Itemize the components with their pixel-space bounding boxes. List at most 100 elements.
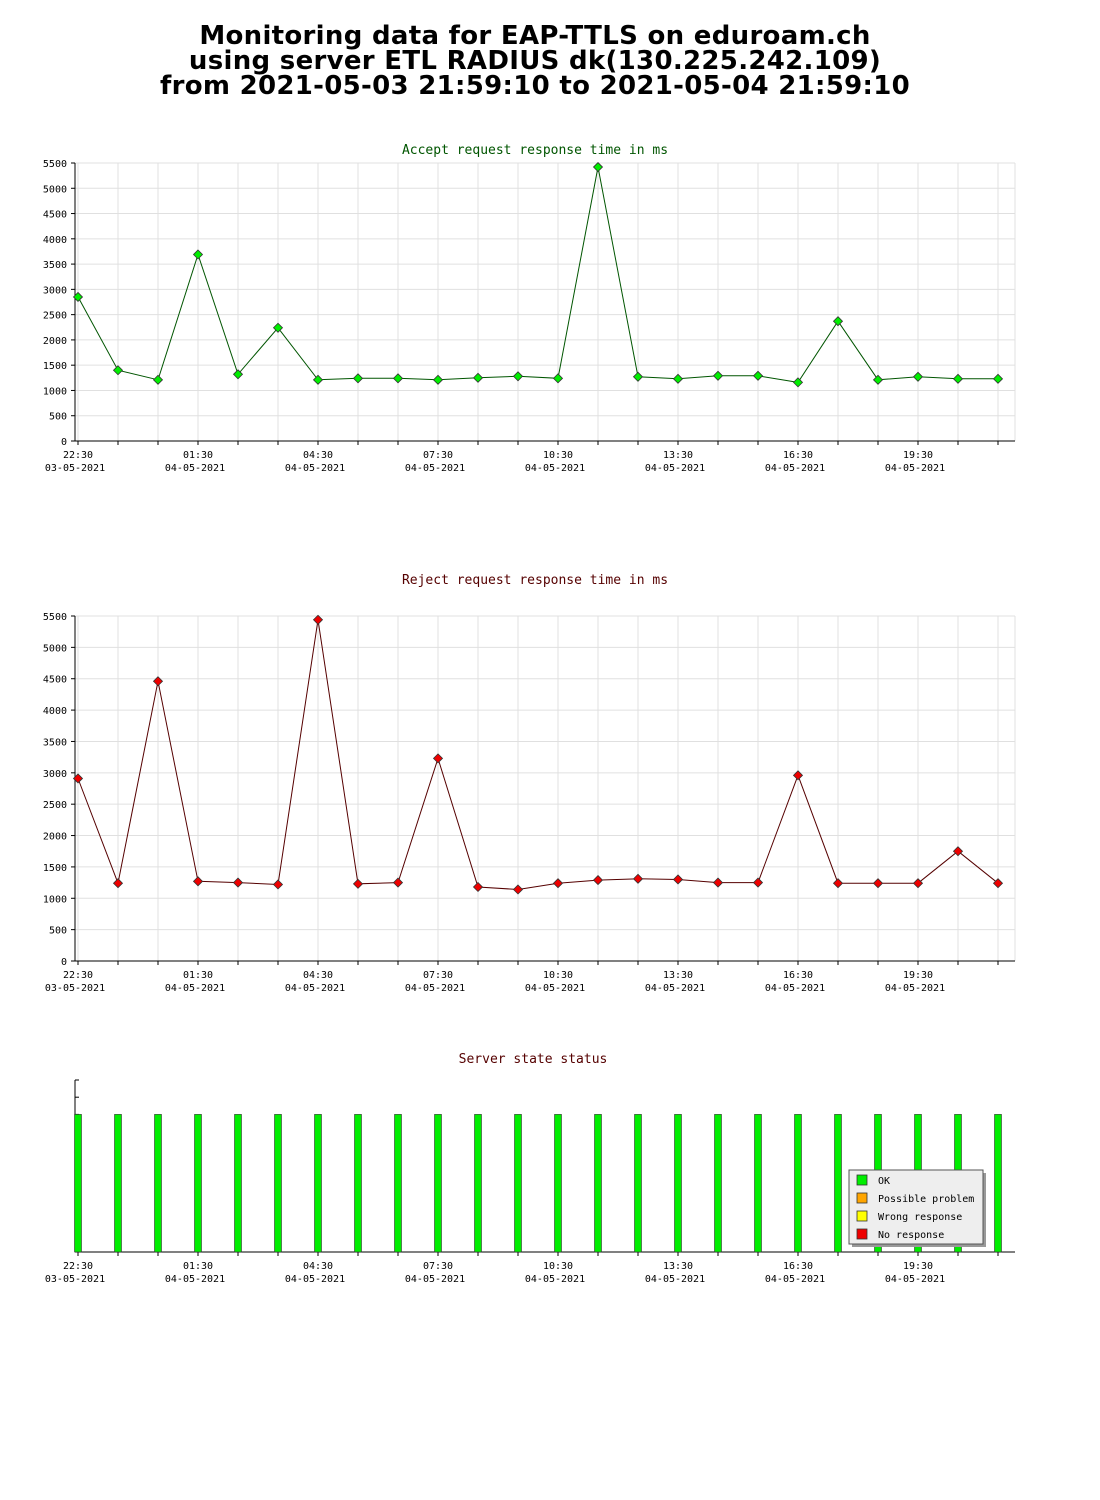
reject-data-point	[152, 676, 164, 687]
legend-label: Possible problem	[878, 1194, 974, 1205]
accept-data-point	[112, 365, 124, 376]
status-x-tick-time: 04:30	[303, 1261, 333, 1272]
status-bar	[434, 1114, 442, 1253]
status-bar	[514, 1114, 522, 1253]
legend-label: No response	[878, 1230, 944, 1241]
accept-x-tick-time: 01:30	[183, 450, 213, 461]
status-x-tick-time: 22:30	[63, 1261, 93, 1272]
status-bar	[154, 1114, 162, 1253]
title-line-2: using server ETL RADIUS dk(130.225.242.1…	[188, 46, 882, 76]
status-x-tick-time: 10:30	[543, 1261, 573, 1272]
accept-response-chart: Accept request response time in ms 0 500 10…	[43, 143, 1016, 474]
accept-x-tick-time: 22:30	[63, 450, 93, 461]
accept-data-point	[992, 373, 1004, 384]
accept-x-tick-date: 04-05-2021	[405, 463, 465, 474]
status-x-tick-date: 04-05-2021	[645, 1274, 705, 1285]
reject-x-tick-date: 04-05-2021	[285, 983, 345, 994]
status-bar	[794, 1114, 802, 1253]
accept-y-tick-label: 4000	[43, 235, 67, 246]
accept-data-point	[152, 374, 164, 385]
reject-x-tick-time: 01:30	[183, 970, 213, 981]
reject-y-tick-label: 5500	[43, 612, 67, 623]
status-x-tick-date: 04-05-2021	[165, 1274, 225, 1285]
reject-x-tick-date: 04-05-2021	[165, 983, 225, 994]
status-bar	[674, 1114, 682, 1253]
reject-data-point	[592, 875, 604, 886]
reject-x-tick-date: 03-05-2021	[45, 983, 105, 994]
reject-data-point	[472, 881, 484, 893]
reject-data-point	[272, 879, 284, 890]
accept-data-point	[312, 374, 324, 385]
accept-y-tick-label: 1500	[43, 361, 67, 372]
reject-x-tick-date: 04-05-2021	[765, 983, 825, 994]
reject-x-tick-time: 04:30	[303, 970, 333, 981]
reject-x-tick-time: 13:30	[663, 970, 693, 981]
accept-data-point	[352, 373, 364, 384]
reject-y-tick-label: 2500	[43, 800, 67, 811]
status-bar	[834, 1114, 842, 1253]
reject-data-point	[632, 873, 644, 884]
status-x-tick-date: 04-05-2021	[525, 1274, 585, 1285]
reject-y-tick-label: 500	[49, 926, 67, 937]
status-x-tick-date: 04-05-2021	[885, 1274, 945, 1285]
title-line-1: Monitoring data for EAP-TTLS on eduroam.…	[199, 21, 871, 51]
legend-swatch	[856, 1228, 868, 1240]
legend-swatch	[856, 1174, 868, 1186]
status-chart-title: Server state status	[459, 1052, 608, 1067]
accept-x-tick-time: 07:30	[423, 450, 453, 461]
reject-data-point	[312, 614, 324, 625]
reject-data-point	[432, 753, 444, 764]
reject-chart-title: Reject request response time in ms	[402, 573, 668, 588]
accept-x-tick-date: 04-05-2021	[765, 463, 825, 474]
accept-data-point	[632, 371, 644, 382]
reject-data-point	[72, 773, 84, 784]
reject-data-point	[552, 878, 564, 889]
status-bar	[714, 1114, 722, 1253]
accept-data-point	[912, 371, 924, 382]
reject-y-tick-label: 1000	[43, 894, 67, 905]
reject-response-chart: Reject request response time in ms 0 500 10…	[43, 573, 1016, 994]
accept-data-point	[552, 373, 564, 384]
accept-x-tick-date: 04-05-2021	[645, 463, 705, 474]
status-bar	[354, 1114, 362, 1253]
accept-data-point	[832, 316, 844, 327]
status-bar	[74, 1114, 82, 1253]
reject-data-point	[752, 877, 764, 888]
reject-data-point	[112, 878, 124, 889]
reject-data-point	[192, 876, 204, 887]
reject-x-tick-time: 10:30	[543, 970, 573, 981]
accept-data-point	[472, 372, 484, 383]
status-bar	[754, 1114, 762, 1253]
reject-y-tick-label: 0	[61, 957, 67, 968]
accept-y-tick-label: 5500	[43, 159, 67, 170]
status-bar	[234, 1114, 242, 1253]
accept-x-tick-time: 13:30	[663, 450, 693, 461]
accept-data-point	[72, 291, 84, 303]
accept-data-point	[392, 373, 404, 384]
reject-x-tick-time: 22:30	[63, 970, 93, 981]
accept-x-tick-date: 04-05-2021	[885, 463, 945, 474]
status-bar	[394, 1114, 402, 1253]
reject-x-tick-time: 19:30	[903, 970, 933, 981]
reject-data-point	[872, 878, 884, 889]
status-bar	[594, 1114, 602, 1253]
accept-y-tick-label: 3500	[43, 260, 67, 271]
status-bar	[274, 1114, 282, 1253]
legend-swatch	[856, 1210, 868, 1222]
accept-x-tick-date: 03-05-2021	[45, 463, 105, 474]
reject-data-point	[832, 878, 844, 889]
reject-x-tick-date: 04-05-2021	[885, 983, 945, 994]
reject-data-point	[512, 884, 524, 895]
reject-series-line	[77, 619, 999, 891]
accept-data-point	[792, 377, 804, 388]
reject-data-point	[992, 878, 1004, 889]
status-x-tick-time: 07:30	[423, 1261, 453, 1272]
accept-data-point	[872, 374, 884, 385]
status-x-tick-time: 13:30	[663, 1261, 693, 1272]
accept-y-tick-label: 3000	[43, 285, 67, 296]
accept-data-point	[592, 161, 604, 173]
status-x-tick-date: 04-05-2021	[285, 1274, 345, 1285]
reject-y-tick-label: 4500	[43, 675, 67, 686]
accept-y-tick-label: 2500	[43, 311, 67, 322]
reject-data-point	[792, 770, 804, 781]
